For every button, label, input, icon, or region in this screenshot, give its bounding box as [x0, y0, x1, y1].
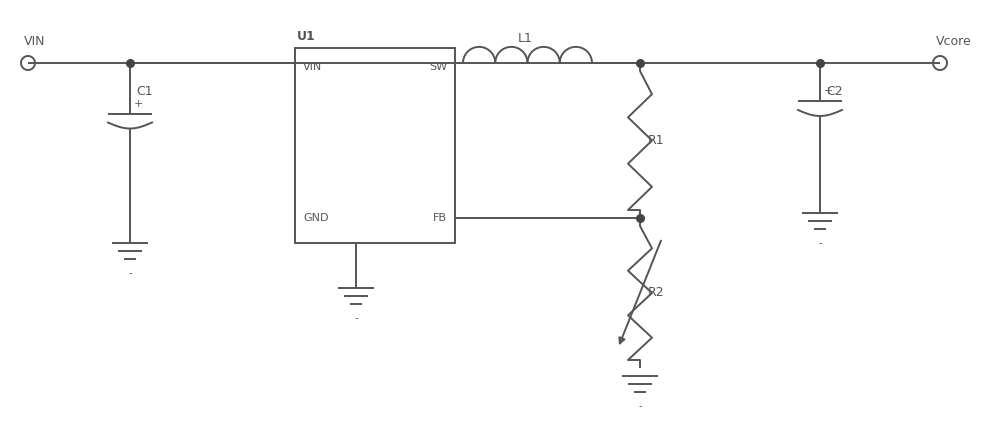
Text: VIN: VIN: [24, 35, 46, 47]
Text: FB: FB: [433, 213, 447, 223]
Text: L1: L1: [518, 31, 532, 44]
Text: R2: R2: [648, 287, 665, 299]
Text: +: +: [134, 98, 143, 109]
Text: -: -: [354, 313, 358, 323]
Bar: [295, 48, 455, 243]
Text: -: -: [638, 401, 642, 411]
Text: Vcore: Vcore: [936, 35, 972, 47]
Text: R1: R1: [648, 134, 665, 147]
Text: SW: SW: [429, 62, 447, 72]
Text: C2: C2: [826, 85, 843, 97]
Text: U1: U1: [297, 30, 316, 43]
Text: -: -: [128, 268, 132, 278]
Text: -: -: [818, 238, 822, 248]
Text: +: +: [824, 86, 833, 96]
Text: VIN: VIN: [303, 62, 322, 72]
Text: C1: C1: [136, 85, 153, 97]
Text: GND: GND: [303, 213, 328, 223]
